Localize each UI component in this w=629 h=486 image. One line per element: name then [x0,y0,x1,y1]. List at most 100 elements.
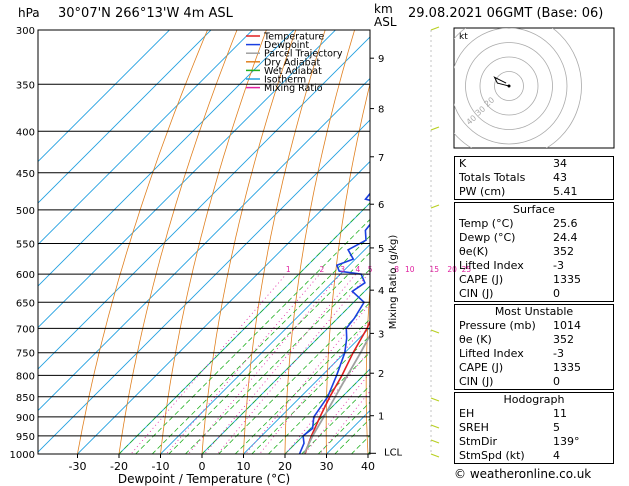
km-tick-label: 3 [378,329,384,340]
most-unstable-value: 0 [553,375,560,388]
pressure-label: 850 [16,393,35,404]
series-parcel-trajectory [303,333,370,454]
pressure-label: 650 [16,298,35,309]
hodograph-unit: kt [459,32,468,42]
dry-adiabat-line [201,30,297,454]
wind-barb [430,204,440,209]
surface-label: Dewp (°C) [459,231,516,244]
wind-barb [430,126,440,131]
surface-value: 1335 [553,273,581,286]
mixing-ratio-label: 2 [319,265,324,274]
isotherm-line [38,36,370,370]
pressure-label: 400 [16,127,35,138]
km-tick-label: 1 [378,412,384,423]
surface-label: Temp (°C) [459,217,514,230]
isotherm-line [242,326,370,454]
isotherm-line [38,77,370,412]
index-label: PW (cm) [459,185,506,198]
wind-barb [430,397,440,402]
km-tick-label: 8 [378,105,384,116]
hodograph-stat-row: StmSpd (kt) 4 [455,449,613,463]
wet-adiabat-line [118,202,370,454]
dry-adiabat-line [243,30,326,454]
hodograph-stat-value: 139° [553,435,580,448]
dry-adiabat-line [77,30,208,454]
series-temperature [304,319,370,454]
surface-title: Surface [513,203,555,216]
hodograph-ring [479,56,539,116]
pressure-label: 600 [16,270,35,281]
legend-label: Mixing Ratio [264,83,323,94]
mixing-ratio-label: 3 [340,265,345,274]
mixing-ratio-line [187,273,341,454]
most-unstable-value: -3 [553,347,564,360]
x-tick-label: 40 [361,460,375,473]
most-unstable-row: Lifted Index -3 [455,347,613,361]
hodograph-stat-value: 5 [553,421,560,434]
x-tick-label: 30 [320,460,334,473]
plot-frame [37,29,371,455]
hodograph-stat-label: SREH [459,421,489,434]
surface-row: Dewp (°C) 24.4 [455,231,613,245]
hpa-label: hPa [18,6,40,20]
km-tick-label: 6 [378,200,384,211]
wet-adiabat-line [218,301,370,454]
hodograph-stat-row: SREH 5 [455,421,613,435]
isotherm-line [284,368,370,454]
hodograph-box: Hodograph EH 11 SREH 5 StmDir 139° StmSpd (kt) 4 [454,392,614,464]
most-unstable-box: Most Unstable Pressure (mb) 1014 θe (K) 352 L… [454,304,614,390]
surface-value: 25.6 [553,217,578,230]
wet-adiabat-line [317,401,370,454]
hodograph-stat-value: 11 [553,407,567,420]
wet-adiabat-line [234,318,370,454]
wind-barb [430,439,440,444]
isotherm-line [38,30,212,204]
mixing-ratio-label: 15 [429,265,439,274]
pressure-label: 1000 [10,450,35,461]
dry-adiabat-line [325,82,370,454]
hodograph-frame [453,27,615,149]
pressure-label: 900 [16,413,35,424]
most-unstable-row: θe (K) 352 [455,333,613,347]
dry-adiabat-line [615,6,629,472]
surface-row: CAPE (J) 1335 [455,273,613,287]
mixing-ratio-label: 8 [394,265,399,274]
pressure-label: 350 [16,80,35,91]
most-unstable-row: CIN (J) 0 [455,375,613,389]
isotherm-line [38,30,337,329]
index-row: K 34 [455,157,613,171]
x-tick-label: 20 [278,460,292,473]
wet-adiabat-line [151,235,370,454]
pressure-label: 300 [16,26,35,37]
legend-label: Dewpoint [264,40,309,51]
km-tick-label: 7 [378,153,384,164]
wind-barb [430,26,440,31]
hodograph-stat-row: EH 11 [455,407,613,421]
series-dewpoint [298,192,370,454]
mixing-ratio-label: 20 [447,265,457,274]
dry-adiabat-line [365,284,370,454]
x-tick-label: 0 [199,460,206,473]
hodograph-stat-title: Hodograph [503,393,565,406]
pressure-label: 950 [16,432,35,443]
mixing-ratio-label: 4 [356,265,361,274]
most-unstable-label: CAPE (J) [459,361,504,374]
x-tick-label: 10 [237,460,251,473]
wet-adiabat-line [201,285,370,454]
hodograph-trace [493,76,510,87]
hodograph-ring [494,71,524,101]
mixing-ratio-axis-label: Mixing Ratio (g/kg) [388,235,399,330]
wind-barb [430,329,440,334]
most-unstable-label: CIN (J) [459,375,494,388]
x-tick-label: -10 [152,460,170,473]
x-tick-label: -30 [69,460,87,473]
mixing-ratio-label: 10 [405,265,415,274]
surface-value: 24.4 [553,231,578,244]
dry-adiabat-line [284,30,356,454]
index-label: Totals Totals [459,171,526,184]
isotherm-line [38,119,370,453]
wet-adiabat-line [334,418,370,454]
hodograph-stat-label: StmDir [459,435,498,448]
most-unstable-label: Lifted Index [459,347,524,360]
